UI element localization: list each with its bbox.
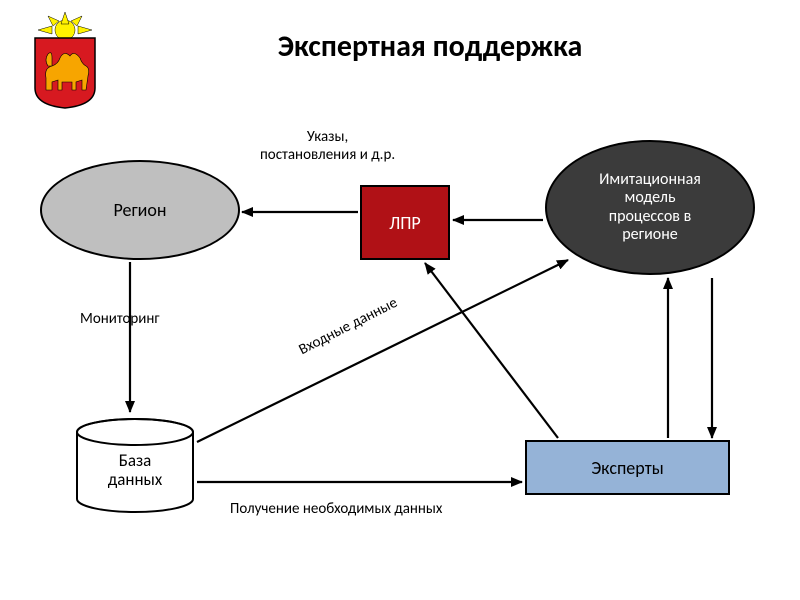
node-database: База данных (75, 418, 195, 513)
emblem-icon (20, 10, 110, 110)
node-lpr-label: ЛПР (389, 212, 420, 234)
edge-label-get-data: Получение необходимых данных (230, 500, 442, 518)
node-database-label: База данных (75, 452, 195, 489)
node-experts: Эксперты (525, 440, 730, 495)
node-experts-label: Эксперты (591, 457, 663, 479)
edge-label-decrees: Указы, постановления и д.р. (260, 128, 395, 164)
node-region: Регион (40, 160, 240, 260)
slide: { "title": { "text": "Экспертная поддерж… (0, 0, 800, 600)
node-model-label: Имитационная модель процессов в регионе (599, 171, 701, 245)
edge-label-monitoring: Мониторинг (80, 310, 160, 328)
page-title: Экспертная поддержка (180, 28, 680, 65)
sun-icon (38, 12, 92, 40)
edge-label-input-data: Входные данные (296, 294, 401, 359)
node-lpr: ЛПР (360, 185, 450, 260)
node-model: Имитационная модель процессов в регионе (545, 140, 755, 275)
edge-experts-lpr (425, 263, 558, 438)
edge-db-model (197, 260, 568, 442)
node-region-label: Регион (113, 200, 166, 221)
